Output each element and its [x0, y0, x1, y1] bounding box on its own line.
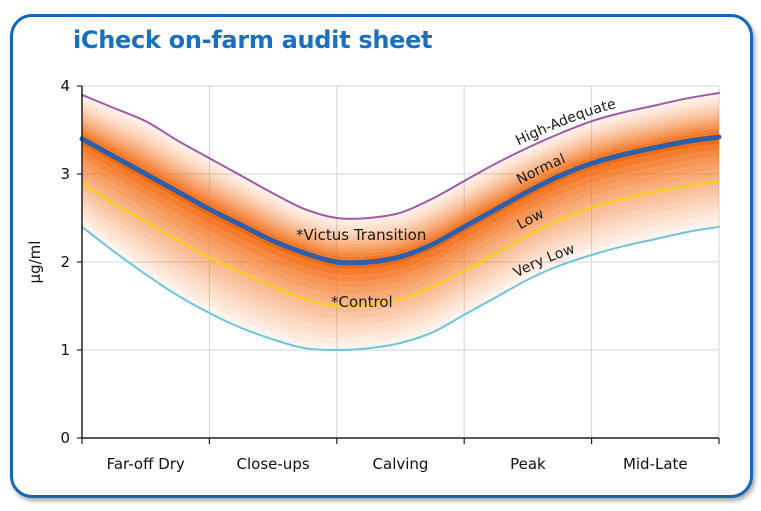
- y-tick-label-3: 3: [60, 165, 70, 183]
- x-tick-label-mid-late: Mid-Late: [623, 455, 688, 473]
- band-lower-strip: [82, 207, 719, 338]
- band-lower-strip: [82, 149, 719, 282]
- series-line-low: [80, 179, 721, 308]
- band-lower-strip: [82, 188, 719, 319]
- y-axis-label: µg/ml: [26, 241, 44, 284]
- y-tick-labels: 0 1 2 3 4: [60, 77, 70, 447]
- band-lower-strip: [82, 156, 719, 288]
- series-line-normal: [79, 134, 722, 266]
- y-tick-label-0: 0: [60, 429, 70, 447]
- band-lower-strip: [82, 181, 719, 313]
- band-lower-strip: [82, 143, 719, 276]
- band-lower-strip: [82, 201, 719, 332]
- band-lower-strip: [82, 194, 719, 326]
- series-line-high-adequate: [81, 92, 720, 220]
- band-upper-strip: [82, 115, 719, 245]
- y-tick-label-2: 2: [60, 253, 70, 271]
- x-tick-labels: Far-off Dry Close-ups Calving Peak Mid-Late: [107, 455, 688, 473]
- band-lower-strip: [82, 169, 719, 301]
- band-lower-strip: [82, 214, 719, 344]
- band-upper-strip: [82, 102, 719, 232]
- band-upper-strip: [82, 124, 719, 254]
- chart-title: iCheck on-farm audit sheet: [73, 26, 433, 54]
- band-upper-strip: [82, 121, 719, 251]
- band-lower-strip: [82, 162, 719, 294]
- y-tick-label-1: 1: [60, 341, 70, 359]
- x-tick-label-close-ups: Close-ups: [237, 455, 310, 473]
- band-lower-strip: [82, 220, 719, 350]
- range-bands: [82, 93, 719, 350]
- band-upper-strip: [82, 99, 719, 229]
- band-upper-strip: [82, 111, 719, 241]
- x-tick-label-peak: Peak: [510, 455, 546, 473]
- x-tick-label-calving: Calving: [373, 455, 429, 473]
- band-upper-strip: [82, 118, 719, 248]
- axes: [77, 85, 720, 444]
- x-tick-label-far-off-dry: Far-off Dry: [107, 455, 185, 473]
- y-tick-label-4: 4: [60, 77, 70, 95]
- band-lower-strip: [82, 137, 719, 270]
- annotation-control: *Control: [331, 293, 393, 311]
- band-upper-strip: [82, 127, 719, 257]
- band-upper-strip: [82, 130, 719, 260]
- series-line-very-low: [81, 225, 720, 352]
- series-lines: [79, 92, 722, 352]
- band-upper-strip: [82, 108, 719, 238]
- band-upper-strip: [82, 96, 719, 226]
- annotation-victus-transition: *Victus Transition: [296, 226, 426, 244]
- band-upper-strip: [82, 105, 719, 235]
